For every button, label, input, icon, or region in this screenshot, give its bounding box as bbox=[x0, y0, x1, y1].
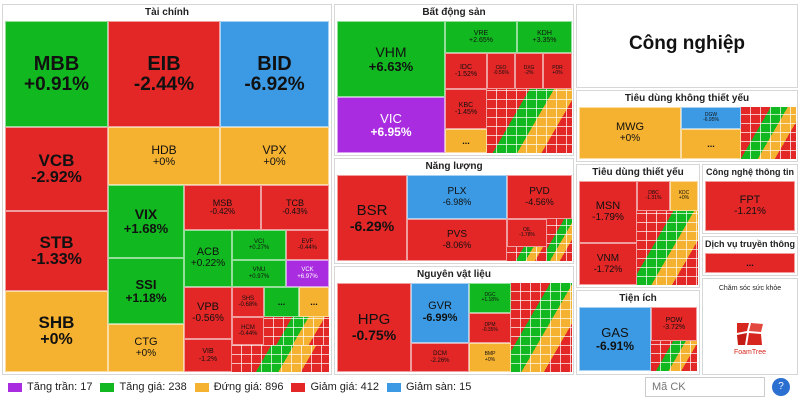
legend-down: Giảm giá: 412 bbox=[291, 381, 379, 393]
tile-vck[interactable]: VCK +6.97% bbox=[286, 260, 329, 287]
sector-title-industrial: Công nghiệp bbox=[628, 33, 746, 54]
tile-vib[interactable]: VIB -1.2% bbox=[184, 339, 232, 372]
stock-code-search-input[interactable] bbox=[645, 377, 765, 397]
tile-idc[interactable]: IDC -1.52% bbox=[445, 53, 487, 89]
tile-vic[interactable]: VIC +6.95% bbox=[337, 97, 445, 153]
tile-kdc[interactable]: KDC +0% bbox=[670, 181, 698, 211]
tile-more-media[interactable]: ... bbox=[705, 253, 795, 273]
tile-msn[interactable]: MSN -1.79% bbox=[579, 181, 637, 243]
sector-title: Dịch vụ truyền thông bbox=[705, 239, 795, 249]
small-tiles-discretionary bbox=[741, 107, 796, 159]
legend-up: Tăng giá: 238 bbox=[100, 381, 187, 393]
sector-title: Nguyên vật liệu bbox=[417, 269, 491, 280]
tile-acb[interactable]: ACB +0.22% bbox=[184, 230, 232, 287]
small-tiles-materials bbox=[511, 283, 572, 372]
legend-floor: Giảm sàn: 15 bbox=[386, 381, 471, 393]
tile-vix[interactable]: VIX +1.68% bbox=[108, 185, 184, 258]
tile-ssi[interactable]: SSI +1.18% bbox=[108, 258, 184, 324]
tile-vnm[interactable]: VNM -1.72% bbox=[579, 243, 637, 285]
small-tiles-energy-2 bbox=[507, 247, 547, 261]
tile-dbc[interactable]: DBC -1.31% bbox=[637, 181, 670, 211]
sector-discretionary: Tiêu dùng không thiết yếu MWG +0% DGW -6.9… bbox=[576, 90, 798, 162]
help-icon[interactable]: ? bbox=[772, 378, 790, 396]
tile-eib[interactable]: EIB -2.44% bbox=[108, 21, 220, 127]
small-tiles-realestate bbox=[487, 89, 572, 153]
tile-shb[interactable]: SHB +0% bbox=[5, 291, 108, 372]
sector-title: Năng lượng bbox=[425, 161, 483, 172]
sector-staples: Tiêu dùng thiết yếu MSN -1.79% DBC -1.31% … bbox=[576, 164, 700, 288]
sector-title: Bất động sản bbox=[422, 7, 486, 18]
sector-media: Dịch vụ truyền thông ... bbox=[702, 236, 798, 276]
legend: Tăng trần: 17 Tăng giá: 238 Đứng giá: 89… bbox=[0, 376, 471, 398]
tile-vre[interactable]: VRE +2.65% bbox=[445, 21, 517, 53]
tile-pvd[interactable]: PVD -4.56% bbox=[507, 175, 572, 219]
sector-energy: Năng lượng BSR -6.29% PLX -6.98% PVD -4.56%… bbox=[334, 158, 574, 264]
tile-more-discretionary[interactable]: ... bbox=[681, 129, 741, 159]
tile-pdr[interactable]: PDR +0% bbox=[543, 53, 572, 89]
small-tiles-energy bbox=[547, 219, 572, 261]
sector-title: Công nghệ thông tin bbox=[706, 167, 794, 177]
sector-finance: Tài chính MBB +0.91% EIB -2.44% BID -6.92% … bbox=[2, 4, 332, 375]
sector-utilities: Tiện ích GAS -6.91% POW -3.72% bbox=[576, 290, 700, 375]
tile-vnu[interactable]: VNU +0.97% bbox=[232, 260, 286, 287]
tile-oil[interactable]: OIL -1.78% bbox=[507, 219, 547, 247]
tile-pow[interactable]: POW -3.72% bbox=[651, 307, 697, 341]
sector-title: Tiện ích bbox=[619, 293, 657, 304]
tile-kbc[interactable]: KBC -1.45% bbox=[445, 89, 487, 129]
tile-hcm[interactable]: HCM -0.44% bbox=[232, 317, 264, 345]
tile-kdh[interactable]: KDH +3.35% bbox=[517, 21, 572, 53]
tile-pvs[interactable]: PVS -8.06% bbox=[407, 219, 507, 261]
small-tiles-finance bbox=[232, 345, 329, 372]
tile-gvr[interactable]: GVR -6.99% bbox=[411, 283, 469, 343]
tile-stb[interactable]: STB -1.33% bbox=[5, 211, 108, 291]
foamtree-brand: FoamTree bbox=[733, 349, 767, 356]
foamtree-logo bbox=[735, 321, 765, 347]
sector-title: Tiêu dùng thiết yếu bbox=[592, 167, 684, 178]
sector-title: Tiêu dùng không thiết yếu bbox=[624, 93, 750, 104]
tile-vpb[interactable]: VPB -0.56% bbox=[184, 287, 232, 339]
small-tiles-utilities bbox=[651, 341, 697, 371]
legend-flat: Đứng giá: 896 bbox=[194, 381, 283, 393]
tile-fpt[interactable]: FPT -1.21% bbox=[705, 181, 795, 231]
tile-more-finance-b[interactable]: ... bbox=[299, 287, 329, 317]
tile-more-finance-a[interactable]: ... bbox=[264, 287, 299, 317]
small-tiles-staples bbox=[637, 211, 698, 285]
sector-tech: Công nghệ thông tin FPT -1.21% bbox=[702, 164, 798, 234]
tile-vpx[interactable]: VPX +0% bbox=[220, 127, 329, 185]
tile-mwg[interactable]: MWG +0% bbox=[579, 107, 681, 159]
tile-dpm[interactable]: DPM -0.35% bbox=[469, 313, 511, 343]
tile-vci[interactable]: VCI +0.27% bbox=[232, 230, 286, 260]
sector-industrial[interactable]: Công nghiệp bbox=[576, 4, 798, 88]
tile-shs[interactable]: SHS -0.68% bbox=[232, 287, 264, 317]
tile-dxg[interactable]: DXG -2% bbox=[515, 53, 543, 89]
tile-vcb[interactable]: VCB -2.92% bbox=[5, 127, 108, 211]
legend-ceiling: Tăng trần: 17 bbox=[8, 381, 92, 393]
tile-tcb[interactable]: TCB -0.43% bbox=[261, 185, 329, 230]
sector-health: Chăm sóc sức khỏe FoamTree bbox=[702, 278, 798, 375]
sector-realestate: Bất động sản VHM +6.63% VRE +2.65% KDH +3.3… bbox=[334, 4, 574, 156]
tile-gas[interactable]: GAS -6.91% bbox=[579, 307, 651, 371]
tile-hpg[interactable]: HPG -0.75% bbox=[337, 283, 411, 372]
tile-dgc[interactable]: DGC +1.18% bbox=[469, 283, 511, 313]
small-tiles-finance-2 bbox=[264, 317, 329, 345]
tile-dcm[interactable]: DCM -2.26% bbox=[411, 343, 469, 372]
tile-bmp[interactable]: BMP +0% bbox=[469, 343, 511, 372]
tile-bid[interactable]: BID -6.92% bbox=[220, 21, 329, 127]
tile-plx[interactable]: PLX -6.98% bbox=[407, 175, 507, 219]
sector-title: Chăm sóc sức khỏe bbox=[718, 285, 782, 292]
tile-bsr[interactable]: BSR -6.29% bbox=[337, 175, 407, 261]
sector-title: Tài chính bbox=[145, 7, 189, 18]
tile-ctg[interactable]: CTG +0% bbox=[108, 324, 184, 372]
tile-more-realestate[interactable]: ... bbox=[445, 129, 487, 153]
sector-materials: Nguyên vật liệu HPG -0.75% GVR -6.99% DGC +… bbox=[334, 266, 574, 375]
tile-msb[interactable]: MSB -0.42% bbox=[184, 185, 261, 230]
tile-dgw[interactable]: DGW -6.95% bbox=[681, 107, 741, 129]
tile-ceo[interactable]: CEO -0.56% bbox=[487, 53, 515, 89]
tile-vhm[interactable]: VHM +6.63% bbox=[337, 21, 445, 97]
tile-evf[interactable]: EVF -0.44% bbox=[286, 230, 329, 260]
tile-hdb[interactable]: HDB +0% bbox=[108, 127, 220, 185]
tile-mbb[interactable]: MBB +0.91% bbox=[5, 21, 108, 127]
